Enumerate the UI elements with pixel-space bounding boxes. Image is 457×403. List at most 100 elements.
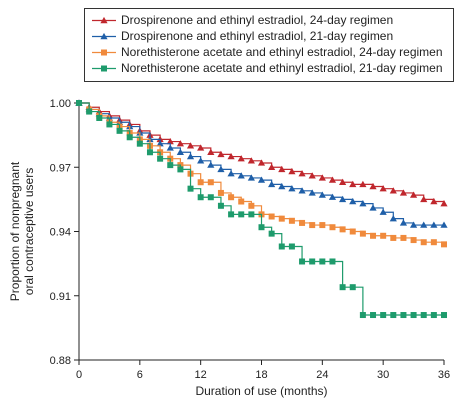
data-point xyxy=(126,134,133,141)
data-point xyxy=(258,224,265,231)
data-point xyxy=(349,228,356,235)
y-axis-label: Proportion of nonpregnant xyxy=(8,161,22,301)
data-point xyxy=(156,140,164,147)
data-point xyxy=(420,195,428,203)
data-point xyxy=(409,221,418,228)
data-point xyxy=(86,108,93,115)
x-tick-label: 6 xyxy=(137,369,143,381)
data-point xyxy=(167,162,174,169)
data-point xyxy=(288,167,296,175)
data-point xyxy=(157,155,164,162)
data-point xyxy=(389,215,397,222)
data-point xyxy=(257,176,266,183)
data-point xyxy=(420,239,427,246)
data-point xyxy=(380,312,387,319)
x-tick-label: 36 xyxy=(438,369,450,381)
data-point xyxy=(299,258,306,265)
legend-marker xyxy=(100,32,108,40)
data-point xyxy=(379,185,387,192)
axes xyxy=(74,102,445,365)
data-point xyxy=(420,221,428,228)
series-line xyxy=(79,102,445,204)
legend-swatch xyxy=(92,16,116,24)
data-point xyxy=(380,232,387,239)
data-point xyxy=(329,258,336,265)
data-point xyxy=(166,144,174,151)
data-point xyxy=(197,194,204,201)
data-point xyxy=(399,189,408,196)
data-point xyxy=(318,191,326,198)
data-point xyxy=(390,234,397,241)
data-point xyxy=(440,200,448,207)
data-point xyxy=(248,211,255,218)
y-axis-label: oral contraceptive users xyxy=(22,168,36,295)
data-point xyxy=(410,237,417,244)
data-point xyxy=(257,159,266,166)
data-point xyxy=(339,195,347,203)
data-point xyxy=(176,140,184,147)
data-point xyxy=(96,114,103,121)
data-point xyxy=(389,187,397,194)
data-point xyxy=(76,100,82,106)
data-point xyxy=(430,312,437,319)
data-point xyxy=(370,312,377,319)
series-line xyxy=(79,102,444,316)
data-point xyxy=(217,150,225,158)
data-point xyxy=(207,161,215,168)
legend-label: Norethisterone acetate and ethinyl estra… xyxy=(121,61,443,75)
data-point xyxy=(247,174,255,181)
data-point xyxy=(400,234,407,241)
data-point xyxy=(116,127,123,134)
data-point xyxy=(288,185,296,192)
data-point xyxy=(390,312,397,319)
data-point xyxy=(268,213,275,220)
data-point xyxy=(420,312,427,319)
series-4 xyxy=(76,100,447,319)
data-point xyxy=(207,148,215,155)
data-point xyxy=(339,178,347,185)
data-point xyxy=(187,185,194,192)
data-point xyxy=(227,152,235,160)
x-tick-label: 18 xyxy=(255,369,267,381)
legend-marker xyxy=(101,65,107,72)
data-point xyxy=(369,182,377,190)
data-point xyxy=(359,312,366,319)
series-1 xyxy=(75,99,448,207)
data-point xyxy=(238,211,245,218)
legend-marker xyxy=(100,16,108,24)
y-tick-label: 0.91 xyxy=(50,291,71,303)
data-point xyxy=(349,284,356,291)
data-point xyxy=(329,224,336,231)
data-point xyxy=(430,221,438,228)
data-point xyxy=(308,189,316,196)
y-tick-label: 1.00 xyxy=(50,98,71,110)
legend-label: Drospirenone and ethinyl estradiol, 24-d… xyxy=(121,13,394,27)
data-point xyxy=(278,165,286,173)
data-point xyxy=(197,179,204,186)
data-point xyxy=(409,191,418,198)
data-point xyxy=(298,170,306,177)
x-axis-label: Duration of use (months) xyxy=(195,384,327,398)
data-point xyxy=(217,189,224,196)
data-point xyxy=(328,193,337,200)
data-point xyxy=(359,230,366,237)
data-point xyxy=(166,137,174,145)
x-tick-label: 0 xyxy=(76,369,82,381)
data-point xyxy=(278,215,285,222)
data-point xyxy=(441,312,447,319)
data-point xyxy=(207,179,214,186)
y-tick-label: 0.94 xyxy=(50,227,71,239)
legend-marker xyxy=(101,49,107,56)
data-point xyxy=(359,180,367,188)
y-tick-label: 0.88 xyxy=(50,355,71,367)
data-point xyxy=(379,208,387,215)
data-point xyxy=(299,219,306,226)
legend-label: Norethisterone acetate and ethinyl estra… xyxy=(121,45,443,59)
data-point xyxy=(308,172,316,179)
data-point xyxy=(278,182,286,190)
data-point xyxy=(359,200,367,207)
data-point xyxy=(237,155,245,162)
data-point xyxy=(146,149,153,156)
data-point xyxy=(237,172,245,179)
